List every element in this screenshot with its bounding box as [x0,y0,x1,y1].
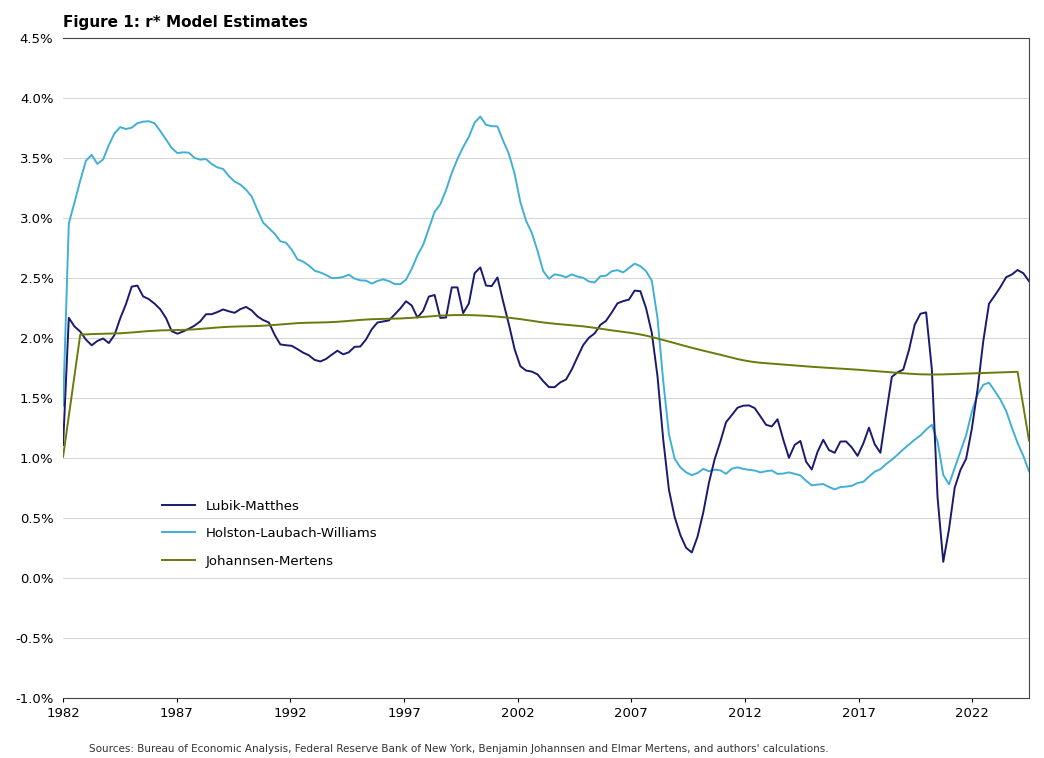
Line: Holston-Laubach-Williams: Holston-Laubach-Williams [63,117,1029,490]
Holston-Laubach-Williams [571,272,584,281]
Johannsen-Mertens [56,453,69,462]
Lubik-Matthes [417,306,429,315]
Johannsen-Mertens [531,317,544,326]
Lubik-Matthes [1023,277,1036,286]
Lubik-Matthes [571,352,584,362]
Text: Sources: Bureau of Economic Analysis, Federal Reserve Bank of New York, Benjamin: Sources: Bureau of Economic Analysis, Fe… [89,744,828,754]
Johannsen-Mertens [194,324,207,334]
Holston-Laubach-Williams [525,228,538,237]
Johannsen-Mertens [926,370,939,379]
Johannsen-Mertens [457,311,470,320]
Lubik-Matthes [938,557,950,566]
Text: Figure 1: r* Model Estimates: Figure 1: r* Model Estimates [63,15,308,30]
Lubik-Matthes [56,440,69,449]
Lubik-Matthes [474,263,487,272]
Lubik-Matthes [926,365,939,374]
Holston-Laubach-Williams [1023,467,1036,476]
Legend: Lubik-Matthes, Holston-Laubach-Williams, Johannsen-Mertens: Lubik-Matthes, Holston-Laubach-Williams,… [157,494,382,573]
Holston-Laubach-Williams [531,246,544,255]
Lubik-Matthes [194,317,207,326]
Johannsen-Mertens [571,321,584,330]
Line: Lubik-Matthes: Lubik-Matthes [63,268,1029,562]
Johannsen-Mertens [1023,436,1036,445]
Lubik-Matthes [525,367,538,376]
Line: Johannsen-Mertens: Johannsen-Mertens [63,315,1029,457]
Holston-Laubach-Williams [417,240,429,249]
Holston-Laubach-Williams [474,112,487,121]
Holston-Laubach-Williams [828,485,840,494]
Holston-Laubach-Williams [194,155,207,164]
Johannsen-Mertens [525,316,538,325]
Holston-Laubach-Williams [931,437,944,446]
Johannsen-Mertens [417,312,429,321]
Holston-Laubach-Williams [56,401,69,410]
Lubik-Matthes [531,370,544,379]
